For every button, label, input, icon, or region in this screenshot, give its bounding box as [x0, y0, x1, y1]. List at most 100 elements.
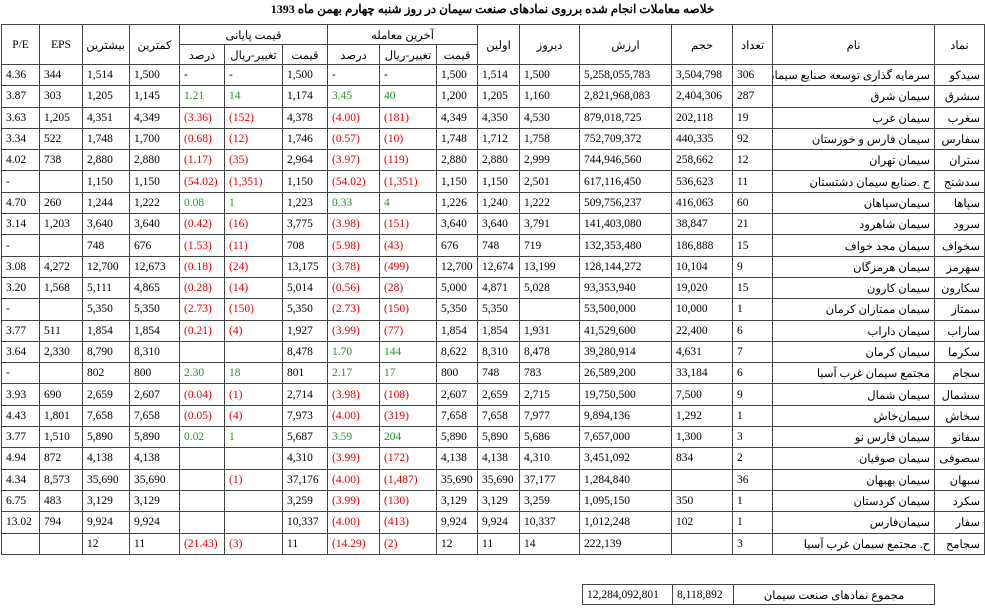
- pe-cell: 4.94: [1, 447, 40, 470]
- close-price-cell: 1,500: [282, 63, 329, 87]
- close-change-cell: [224, 340, 284, 364]
- close-price-cell: 3,259: [282, 489, 329, 513]
- pe-cell: 3.63: [1, 106, 40, 129]
- yesterday-cell: 2,715: [519, 383, 581, 406]
- name-cell: سیمان‌سپاهان: [772, 191, 936, 215]
- pe-cell: 3.93: [1, 383, 40, 406]
- last-change-cell: (43): [379, 234, 438, 257]
- close-percent-cell: (54.02): [178, 170, 226, 193]
- trades-table: نماد نام تعداد حجم ارزش دیروز اولین آخری…: [1, 24, 985, 555]
- name-cell: ح .صنایع سیمان دشتستان: [772, 170, 936, 193]
- last-percent-cell: (4.00): [327, 468, 381, 491]
- low-cell: 5,350: [129, 298, 180, 321]
- count-cell: 36: [732, 468, 774, 491]
- first-cell: 7,658: [477, 404, 521, 428]
- yesterday-cell: 4,530: [519, 106, 581, 129]
- count-cell: 9: [732, 255, 774, 278]
- symbol-cell: سرود: [934, 213, 985, 236]
- page-title: خلاصه معاملات انجام شده برروی نمادهای صن…: [270, 2, 715, 16]
- high-cell: 1,244: [82, 191, 130, 215]
- close-price-cell: 11: [282, 532, 329, 555]
- close-change-cell: (35): [224, 149, 284, 172]
- last-percent-cell: (3.78): [327, 255, 381, 278]
- volume-cell: 202,118: [671, 106, 734, 129]
- close-change-cell: 14: [224, 85, 284, 108]
- value-cell: 53,500,000: [579, 298, 673, 321]
- value-cell: 509,756,237: [579, 191, 673, 215]
- close-change-cell: 1: [224, 426, 284, 449]
- close-percent-cell: (0.42): [178, 213, 226, 236]
- column-header: قیمت: [436, 44, 479, 65]
- close-price-cell: 1,150: [282, 170, 329, 193]
- pe-cell: 3.08: [1, 255, 40, 278]
- pe-cell: 3.20: [1, 276, 40, 300]
- count-cell: 6: [732, 362, 774, 385]
- symbol-cell: سکارون: [934, 276, 985, 300]
- close-change-cell: (11): [224, 234, 284, 257]
- count-cell: 7: [732, 340, 774, 364]
- close-percent-cell: [178, 468, 226, 491]
- symbol-cell: سفارس: [934, 127, 985, 151]
- symbol-cell: سپاها: [934, 191, 985, 215]
- last-change-cell: 40: [379, 85, 438, 108]
- eps-cell: 483: [39, 489, 83, 513]
- symbol-cell: سهرمز: [934, 255, 985, 278]
- close-change-cell: (150): [224, 298, 284, 321]
- name-cell: سیمان کردستان: [772, 489, 936, 513]
- count-cell: 3: [732, 426, 774, 449]
- first-cell: 1,712: [477, 127, 521, 151]
- yesterday-cell: 1,931: [519, 319, 581, 342]
- low-cell: 1,145: [129, 85, 180, 108]
- low-cell: 4,865: [129, 276, 180, 300]
- volume-cell: 2,404,306: [671, 85, 734, 108]
- last-price-cell: 1,748: [436, 127, 479, 151]
- last-percent-cell: -: [327, 63, 381, 87]
- last-price-cell: 1,226: [436, 191, 479, 215]
- last-change-cell: (1,487): [379, 468, 438, 491]
- column-header: حجم: [671, 24, 734, 65]
- low-cell: 8,310: [129, 340, 180, 364]
- high-cell: 748: [82, 234, 130, 257]
- volume-cell: 38,847: [671, 213, 734, 236]
- count-cell: 19: [732, 106, 774, 129]
- symbol-cell: سفانو: [934, 426, 985, 449]
- close-price-cell: 1,746: [282, 127, 329, 151]
- close-change-cell: (12): [224, 127, 284, 151]
- value-cell: 39,280,914: [579, 340, 673, 364]
- table-row: سفار سیمان‌فارس 1 102 1,012,248 10,337 9,924 9,…: [1, 511, 985, 534]
- symbol-cell: سغرب: [934, 106, 985, 129]
- last-price-cell: 35,690: [436, 468, 479, 491]
- last-change-cell: (77): [379, 319, 438, 342]
- last-percent-cell: (3.99): [327, 447, 381, 470]
- last-percent-cell: (3.99): [327, 319, 381, 342]
- pe-cell: 13.02: [1, 511, 40, 534]
- volume-cell: 3,504,798: [671, 63, 734, 87]
- first-cell: 3,129: [477, 489, 521, 513]
- first-cell: 8,310: [477, 340, 521, 364]
- first-cell: 2,880: [477, 149, 521, 172]
- last-percent-cell: (54.02): [327, 170, 381, 193]
- table-row: سرود سیمان شاهرود 21 38,847 141,403,080 3,791…: [1, 213, 985, 236]
- symbol-cell: سصوفی: [934, 447, 985, 470]
- last-change-cell: (181): [379, 106, 438, 129]
- column-header: کمترین: [129, 24, 180, 65]
- table-row: ساراب سیمان داراب 6 22,400 41,529,600 1,931 1,…: [1, 319, 985, 342]
- value-cell: 41,529,600: [579, 319, 673, 342]
- pe-cell: 3.64: [1, 340, 40, 364]
- table-row: سدشتج ح .صنایع سیمان دشتستان 11 536,623 617,…: [1, 170, 985, 193]
- high-cell: 1,854: [82, 319, 130, 342]
- close-price-cell: 1,927: [282, 319, 329, 342]
- yesterday-cell: 10,337: [519, 511, 581, 534]
- last-change-cell: (10): [379, 127, 438, 151]
- last-percent-cell: (2.73): [327, 298, 381, 321]
- column-header: نماد: [934, 24, 985, 65]
- last-price-cell: 2,607: [436, 383, 479, 406]
- volume-cell: [671, 532, 734, 555]
- pe-cell: -: [1, 234, 40, 257]
- close-percent-cell: -: [178, 63, 226, 87]
- close-change-cell: 1: [224, 191, 284, 215]
- low-cell: 4,138: [129, 447, 180, 470]
- pe-cell: [1, 532, 40, 555]
- last-percent-cell: (3.99): [327, 489, 381, 513]
- low-cell: 3,640: [129, 213, 180, 236]
